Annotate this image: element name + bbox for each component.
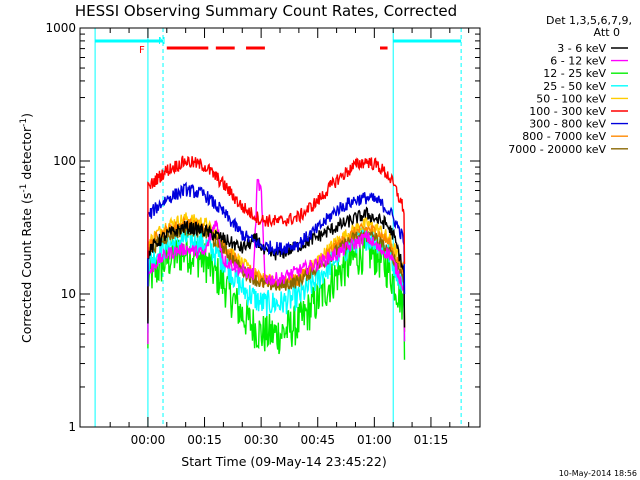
- series-line-7: [147, 216, 406, 328]
- night-annotation: N: [158, 36, 165, 47]
- legend-label-8: 7000 - 20000 keV: [508, 143, 606, 156]
- x-tick-label-2: 00:30: [244, 433, 279, 447]
- vertical-markers: [94, 28, 462, 427]
- y-axis-ticks: 1 10 100 1000: [45, 21, 480, 434]
- legend-label-2: 12 - 25 keV: [543, 67, 606, 80]
- series-lines: [147, 155, 406, 360]
- legend-label-3: 25 - 50 keV: [543, 80, 606, 93]
- status-bars: [95, 39, 462, 50]
- y-tick-label-2: 100: [53, 154, 76, 168]
- y-tick-label-1: 10: [61, 287, 76, 301]
- y-label-main: Corrected Count Rate (s: [19, 193, 34, 343]
- x-tick-label-1: 00:15: [187, 433, 222, 447]
- y-tick-label-0: 1: [68, 420, 76, 434]
- series-line-5: [147, 155, 406, 265]
- y-label-mid: detector: [19, 126, 34, 184]
- x-axis-ticks: 00:00 00:15 00:30 00:45 01:00 01:15: [109, 28, 470, 447]
- y-label-sup2: -1: [19, 118, 29, 127]
- x-tick-label-4: 01:00: [357, 433, 392, 447]
- series-line-0: [147, 206, 406, 328]
- y-tick-label-3: 1000: [45, 21, 76, 35]
- series-line-1: [147, 178, 406, 345]
- x-tick-label-5: 01:15: [414, 433, 449, 447]
- legend-label-5: 100 - 300 keV: [529, 105, 606, 118]
- y-axis-label: Corrected Count Rate (s-1 detector-1): [19, 113, 34, 343]
- plot-frame: [79, 27, 481, 428]
- legend-label-7: 800 - 7000 keV: [522, 130, 606, 143]
- y-label-end: ): [19, 113, 34, 118]
- flare-annotation: F: [139, 45, 145, 56]
- x-tick-label-3: 00:45: [300, 433, 335, 447]
- legend-label-1: 6 - 12 keV: [550, 55, 606, 68]
- series-line-6: [147, 181, 406, 295]
- timestamp: 10-May-2014 18:56: [559, 469, 637, 478]
- x-axis-label: Start Time (09-May-14 23:45:22): [181, 454, 386, 469]
- legend-label-0: 3 - 6 keV: [557, 42, 606, 55]
- chart-title: HESSI Observing Summary Count Rates, Cor…: [75, 2, 457, 20]
- legend-label-4: 50 - 100 keV: [536, 92, 606, 105]
- legend-label-6: 300 - 800 keV: [529, 118, 606, 131]
- y-label-sup1: -1: [19, 184, 29, 193]
- x-tick-label-0: 00:00: [131, 433, 166, 447]
- legend-header-line2: Att 0: [594, 26, 620, 39]
- legend-header-line1: Det 1,3,5,6,7,9,: [546, 14, 632, 27]
